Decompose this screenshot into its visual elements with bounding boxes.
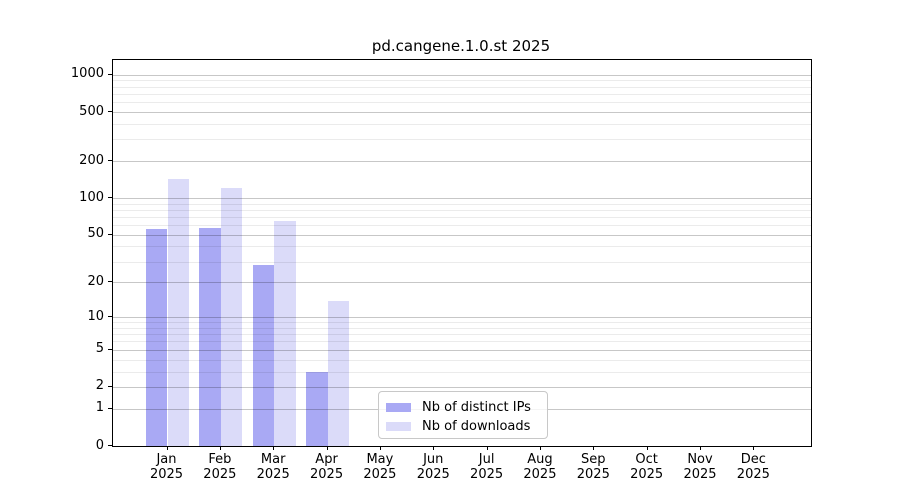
major-gridline-200 [113, 161, 811, 163]
bar-downloads-jan [167, 179, 190, 446]
x-tick-label-may: May 2025 [363, 452, 397, 482]
x-tick-mark-aug [539, 446, 541, 450]
x-tick-label-jan: Jan 2025 [149, 452, 184, 482]
y-tick-mark-2 [108, 385, 112, 387]
major-gridline-1000 [113, 74, 811, 76]
major-gridline-50 [113, 234, 811, 236]
y-tick-label-1: 1 [95, 400, 104, 416]
minor-gridline-900 [113, 80, 811, 82]
minor-gridline-4 [113, 359, 811, 361]
y-tick-label-100: 100 [79, 189, 104, 205]
minor-gridline-3 [113, 371, 811, 373]
minor-gridline-60 [113, 225, 811, 227]
minor-gridline-40 [113, 246, 811, 248]
minor-gridline-30 [113, 261, 811, 263]
chart-title: pd.cangene.1.0.st 2025 [371, 37, 551, 55]
minor-gridline-8 [113, 327, 811, 329]
y-tick-mark-50 [108, 233, 112, 235]
x-tick-label-jul: Jul 2025 [470, 452, 504, 482]
y-tick-label-1000: 1000 [70, 66, 104, 82]
major-gridline-500 [113, 112, 811, 113]
y-tick-mark-1000 [108, 73, 112, 75]
y-tick-mark-100 [108, 197, 112, 199]
major-gridline-100 [113, 198, 811, 200]
distinct-ips-swatch [386, 403, 411, 412]
y-tick-label-200: 200 [79, 152, 104, 168]
y-tick-mark-5 [108, 348, 112, 350]
x-tick-mark-feb [219, 446, 221, 450]
x-tick-label-nov: Nov 2025 [683, 452, 717, 482]
y-tick-label-5: 5 [95, 341, 104, 357]
x-tick-label-jun: Jun 2025 [416, 452, 450, 482]
x-tick-mark-jul [486, 446, 488, 450]
x-tick-label-sep: Sep 2025 [576, 452, 610, 482]
plot-area [112, 59, 812, 447]
y-tick-label-10: 10 [87, 308, 104, 324]
x-tick-label-feb: Feb 2025 [203, 452, 237, 482]
x-tick-mark-may [379, 446, 381, 450]
bar-downloads-apr [327, 300, 350, 446]
bar-downloads-mar [274, 220, 296, 446]
y-tick-mark-20 [108, 281, 112, 283]
y-tick-mark-1 [108, 407, 112, 409]
minor-gridline-6 [113, 341, 811, 343]
minor-gridline-7 [113, 334, 811, 336]
major-gridline-10 [113, 317, 811, 319]
y-tick-label-2: 2 [95, 378, 104, 394]
x-tick-label-aug: Aug 2025 [523, 452, 557, 482]
minor-gridline-80 [113, 209, 811, 211]
major-gridline-20 [113, 282, 811, 284]
x-tick-mark-dec [753, 446, 755, 450]
minor-gridline-400 [113, 123, 811, 125]
bar-distinct-ips-apr [305, 371, 328, 446]
minor-gridline-700 [113, 93, 811, 95]
minor-gridline-70 [113, 216, 811, 218]
y-tick-mark-10 [108, 316, 112, 318]
downloads-swatch [386, 422, 411, 431]
x-tick-label-dec: Dec 2025 [736, 452, 770, 482]
bar-distinct-ips-mar [252, 265, 275, 446]
x-tick-mark-jan [166, 446, 168, 450]
y-tick-mark-200 [108, 160, 112, 162]
x-tick-label-apr: Apr 2025 [310, 452, 344, 482]
major-gridline-5 [113, 349, 811, 351]
major-gridline-2 [113, 386, 811, 388]
x-tick-mark-jun [433, 446, 435, 450]
x-tick-mark-nov [700, 446, 701, 450]
x-tick-label-mar: Mar 2025 [256, 452, 290, 482]
y-tick-mark-0 [108, 445, 112, 446]
legend-label-downloads: Nb of downloads [422, 419, 531, 434]
y-tick-label-50: 50 [87, 226, 104, 242]
minor-gridline-90 [113, 203, 811, 205]
legend-label-distinct-ips: Nb of distinct IPs [422, 400, 531, 415]
bar-distinct-ips-jan [145, 228, 168, 446]
minor-gridline-600 [113, 102, 811, 104]
legend-entry-downloads: Nb of downloads [386, 417, 541, 436]
x-tick-mark-apr [326, 446, 328, 450]
x-tick-mark-mar [273, 446, 275, 450]
y-tick-label-0: 0 [95, 437, 104, 453]
bar-downloads-feb [220, 188, 243, 446]
y-tick-mark-500 [108, 111, 112, 112]
x-tick-mark-oct [646, 446, 648, 450]
x-tick-mark-sep [593, 446, 595, 450]
x-tick-label-oct: Oct 2025 [630, 452, 664, 482]
minor-gridline-300 [113, 139, 811, 141]
y-tick-label-20: 20 [87, 273, 104, 289]
y-tick-label-500: 500 [79, 103, 104, 119]
bar-distinct-ips-feb [199, 227, 221, 446]
legend-entry-distinct-ips: Nb of distinct IPs [386, 398, 541, 417]
minor-gridline-800 [113, 86, 811, 88]
legend: Nb of distinct IPs Nb of downloads [378, 391, 548, 439]
minor-gridline-9 [113, 322, 811, 324]
